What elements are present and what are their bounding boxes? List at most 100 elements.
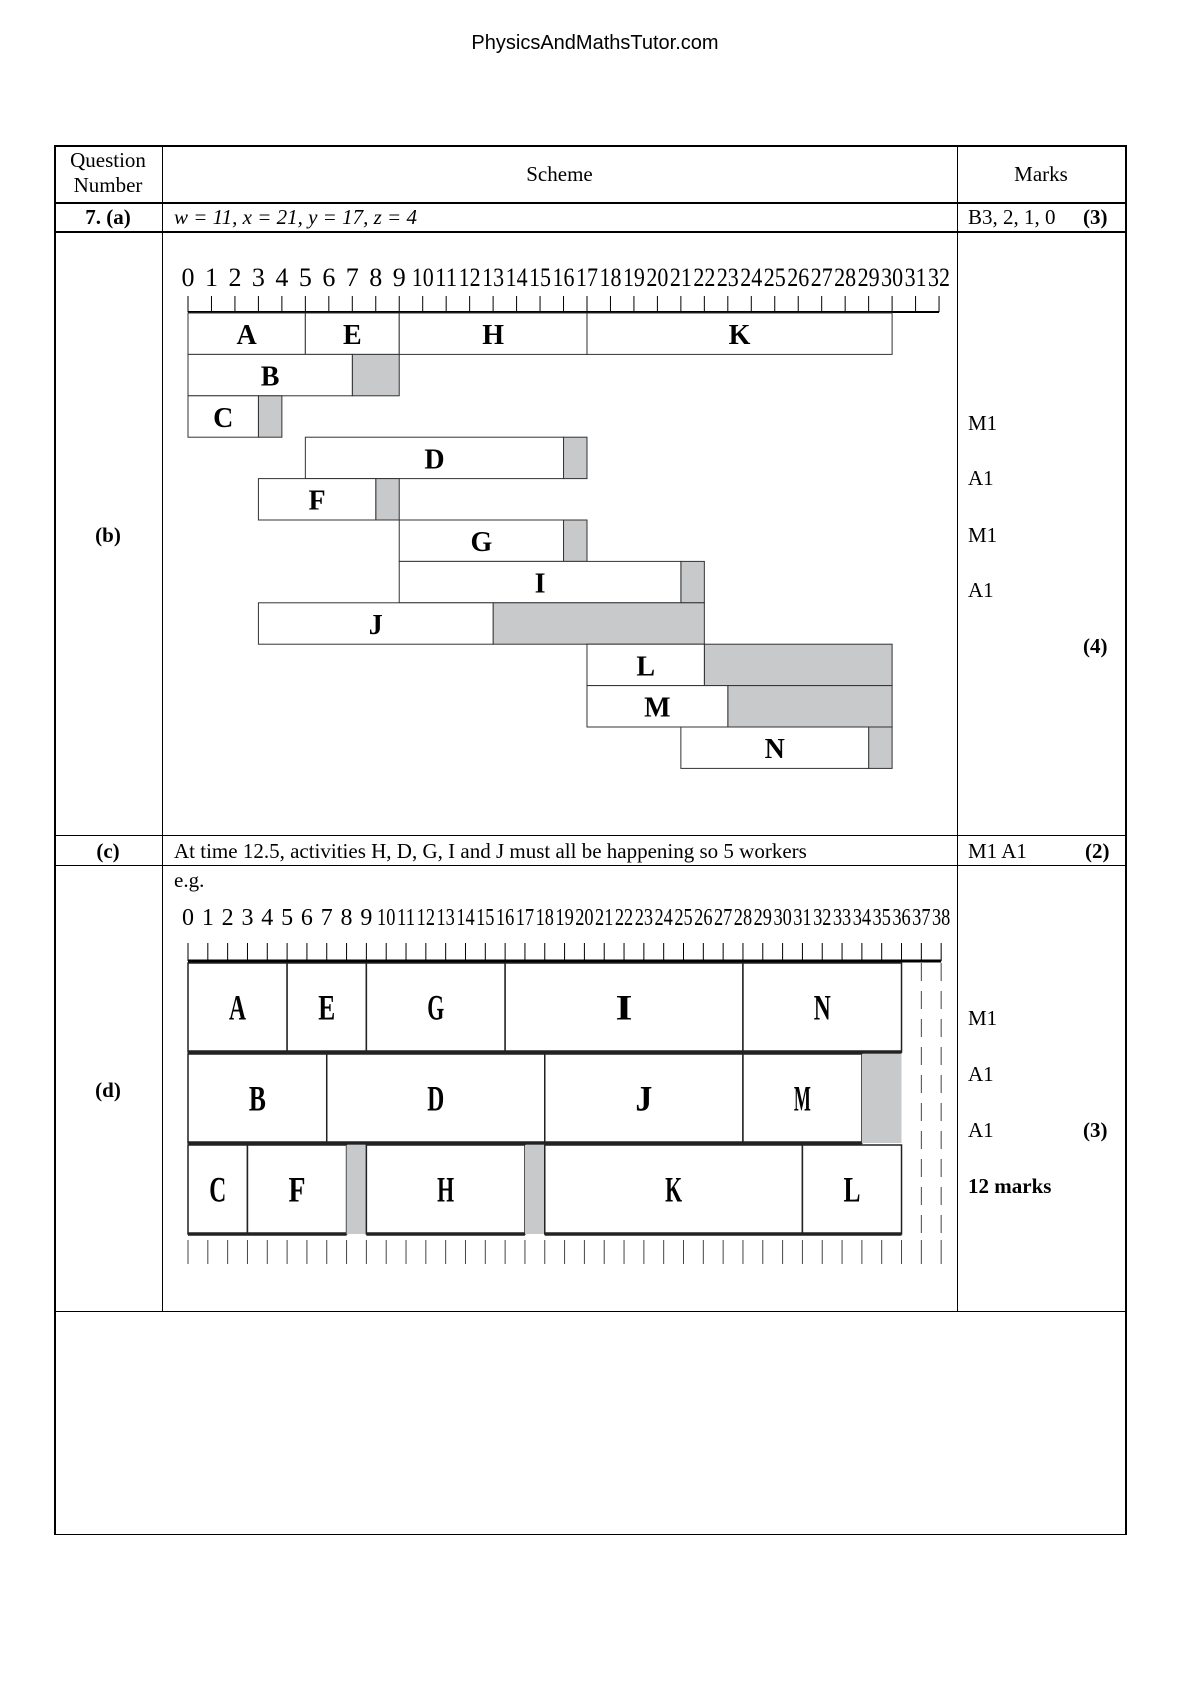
axis-tick-label: 23 [635,905,653,931]
activity-label: H [437,1169,454,1209]
axis-tick-label: 2 [222,905,234,931]
axis-tick-label: 16 [496,905,514,931]
part-c-scheme: At time 12.5, activities H, D, G, I and … [174,839,807,863]
axis-tick-label: 11 [435,263,457,292]
axis-tick-label: 14 [506,263,528,292]
activity-label: L [636,651,655,682]
part-b-mark: A1 [968,466,994,490]
part-a-label: 7. (a) [85,205,131,229]
activity-label: J [369,610,383,641]
float-bar [351,353,400,397]
part-b-mark: A1 [968,578,994,602]
part-d-mark: M1 [968,1006,998,1030]
axis-tick-label: 18 [599,263,621,292]
activity-label: N [765,734,785,765]
axis-tick-label: 5 [281,905,293,931]
axis-tick-label: 10 [377,905,395,931]
float-bar [703,643,893,687]
axis-tick-label: 1 [205,263,218,292]
part-d-eg: e.g. [174,868,205,892]
axis-tick-label: 36 [892,905,910,931]
axis-tick-label: 32 [928,263,950,292]
activity-label: C [213,403,233,434]
axis-tick-label: 1 [202,905,214,931]
activity-bar [365,1144,526,1235]
axis-tick-label: 33 [833,905,851,931]
activity-label: B [249,1078,266,1118]
axis-tick-label: 4 [275,263,288,292]
axis-tick-label: 14 [456,905,474,931]
axis-tick-label: 29 [858,263,880,292]
axis-tick-label: 22 [615,905,633,931]
part-b-mark: M1 [968,523,998,547]
activity-label: A [229,987,246,1027]
activity-bar [187,353,353,397]
axis-tick-label: 9 [393,263,406,292]
part-d-mark: A1 [968,1118,994,1142]
activity-label: M [644,693,670,724]
activity-bar [398,560,682,604]
float-bar [563,519,588,562]
site-watermark: PhysicsAndMathsTutor.com [471,32,719,54]
axis-tick-label: 28 [734,905,752,931]
axis-tick-label: 21 [670,263,692,292]
activity-bar [187,312,306,355]
axis-tick-label: 24 [655,905,673,931]
axis-tick-label: 28 [834,263,856,292]
activity-label: F [309,486,326,517]
axis-tick-label: 30 [881,263,903,292]
grand-total: 12 marks [968,1174,1052,1198]
part-c-marks: M1 A1 [968,839,1027,863]
axis-tick-label: 27 [811,263,833,292]
axis-tick-label: 35 [873,905,891,931]
float-bar [375,478,400,521]
axis-tick-label: 16 [553,263,575,292]
activity-label: E [343,320,362,351]
axis-tick-label: 18 [536,905,554,931]
activity-label: H [482,320,504,351]
activity-label: L [843,1169,860,1209]
activity-label: K [729,320,751,351]
header-question-line1: Question [70,148,146,172]
activity-label: G [427,987,444,1027]
activity-label: B [261,361,280,392]
axis-tick-label: 2 [228,263,241,292]
part-d-mark: A1 [968,1062,994,1086]
header-question-number: Question Number [54,150,162,196]
activity-bar [586,685,729,728]
axis-tick-label: 7 [321,905,333,931]
axis-tick-label: 27 [714,905,732,931]
axis-tick-label: 32 [813,905,831,931]
axis-tick-label: 13 [437,905,455,931]
activity-bar [586,312,893,355]
axis-tick-label: 37 [912,905,930,931]
axis-tick-label: 19 [623,263,645,292]
axis-tick-label: 38 [932,905,950,931]
axis-tick-label: 7 [346,263,359,292]
activity-bar [801,1144,903,1235]
activity-label: E [318,987,335,1027]
activity-bar [325,1053,546,1144]
float-bar [868,726,893,769]
axis-tick-label: 24 [740,263,762,292]
activity-bar [742,1053,863,1144]
float-bar [492,602,705,645]
axis-tick-label: 19 [555,905,573,931]
axis-tick-label: 21 [595,905,613,931]
axis-tick-label: 3 [241,905,253,931]
axis-tick-label: 29 [754,905,772,931]
axis-tick-label: 15 [529,263,551,292]
axis-tick-label: 8 [341,905,353,931]
activity-bar [187,962,288,1053]
activity-bar [544,1144,804,1235]
axis-tick-label: 0 [182,905,194,931]
header-marks: Marks [1014,162,1068,186]
axis-tick-label: 15 [476,905,494,931]
activity-label: I [535,568,546,599]
activity-bar [187,395,259,438]
activity-bar [680,726,870,769]
part-a-total: (3) [1083,205,1108,229]
axis-tick-label: 23 [717,263,739,292]
header-scheme: Scheme [526,162,593,186]
part-d-total: (3) [1083,1118,1108,1142]
